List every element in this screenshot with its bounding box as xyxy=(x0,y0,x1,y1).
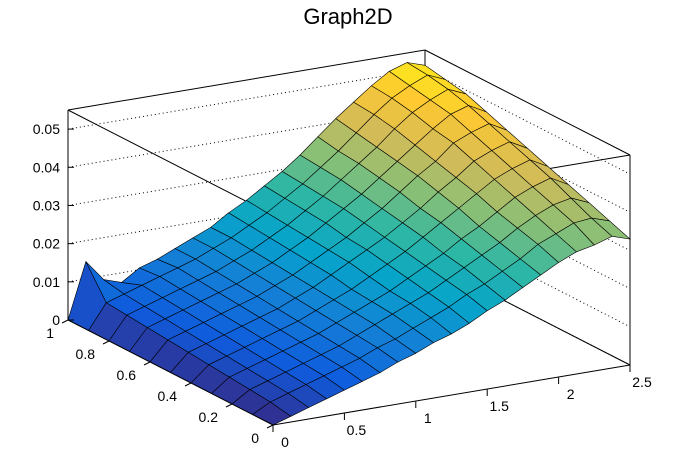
y-tick-label: 0.8 xyxy=(76,346,96,362)
x-axis-line xyxy=(272,364,631,426)
axis-box-front-edges xyxy=(67,110,631,426)
chart-title: Graph2D xyxy=(303,4,393,29)
z-tick-label: 0.02 xyxy=(33,236,60,252)
y-tick-label: 0.6 xyxy=(117,367,137,383)
surface-mesh xyxy=(67,62,631,426)
y-tick-label: 0.4 xyxy=(158,388,178,404)
y-tick xyxy=(225,403,233,408)
z-tick-label: 0.01 xyxy=(33,274,60,290)
z-gridline xyxy=(67,183,631,290)
y-tick-label: 1 xyxy=(46,325,54,341)
z-tick-label: 0 xyxy=(52,312,60,328)
x-tick-label: 0.5 xyxy=(347,422,367,438)
y-tick-label: 0.2 xyxy=(199,409,219,425)
y-tick-label: 0 xyxy=(251,430,259,446)
box-edge xyxy=(424,49,631,156)
y-tick xyxy=(102,340,110,345)
y-tick xyxy=(143,361,151,366)
y-tick xyxy=(184,382,192,387)
y-axis-line xyxy=(67,319,274,426)
x-tick-label: 1 xyxy=(424,410,432,426)
x-tick-label: 2 xyxy=(567,386,575,402)
z-gridline xyxy=(67,144,631,251)
z-tick-label: 0.03 xyxy=(33,197,60,213)
z-tick-label: 0.04 xyxy=(33,159,60,175)
box-edge xyxy=(67,109,274,216)
z-gridline xyxy=(67,68,631,175)
x-tick-label: 2.5 xyxy=(632,374,652,390)
surface-cell xyxy=(590,217,631,240)
z-gridline xyxy=(67,106,631,213)
axes: 00.511.522.500.20.40.60.8100.010.020.030… xyxy=(33,121,652,450)
y-tick xyxy=(266,424,274,429)
y-tick xyxy=(61,319,69,324)
z-tick-label: 0.05 xyxy=(33,121,60,137)
box-edge xyxy=(67,49,426,111)
x-tick-label: 1.5 xyxy=(489,398,509,414)
x-tick-label: 0 xyxy=(281,434,289,450)
